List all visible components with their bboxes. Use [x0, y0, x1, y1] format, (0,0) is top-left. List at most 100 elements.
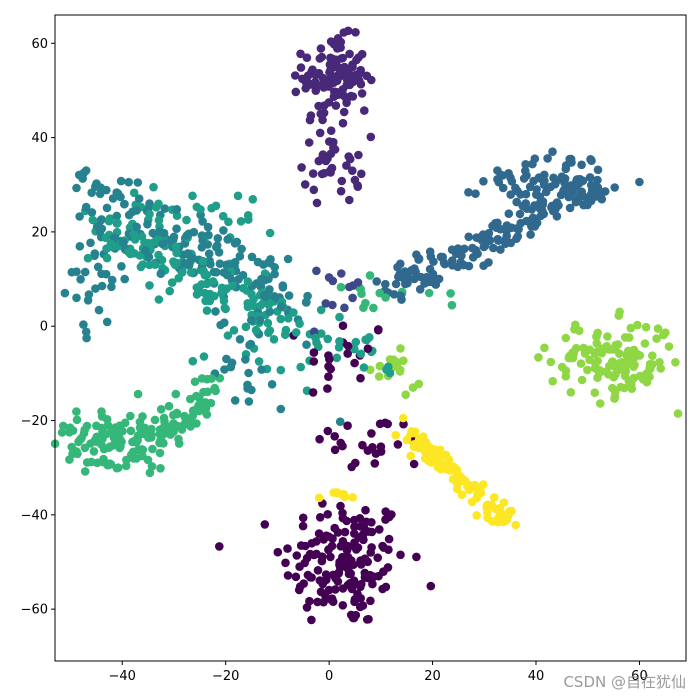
- scatter-point-class-1: [330, 57, 339, 67]
- scatter-point-class-0: [336, 438, 346, 448]
- scatter-point-class-4: [72, 183, 81, 193]
- scatter-point-class-5: [233, 191, 243, 201]
- scatter-point-class-0: [330, 432, 340, 441]
- scatter-point-class-4: [75, 242, 85, 251]
- scatter-point-class-4: [81, 202, 91, 212]
- scatter-point-class-0: [350, 358, 359, 368]
- scatter-point-class-0: [367, 575, 376, 584]
- scatter-point-class-8: [333, 488, 343, 498]
- scatter-point-class-0: [366, 596, 375, 606]
- scatter-point-class-0: [343, 349, 353, 358]
- scatter-point-class-3: [396, 291, 406, 301]
- scatter-point-class-7: [664, 342, 674, 351]
- scatter-point-class-7: [652, 334, 661, 343]
- scatter-point-class-4: [276, 302, 286, 311]
- scatter-point-class-6: [97, 407, 106, 416]
- scatter-point-class-1: [318, 150, 328, 159]
- scatter-point-class-5: [356, 349, 366, 359]
- scatter-point-class-5: [296, 362, 306, 372]
- scatter-point-class-1: [326, 168, 335, 177]
- scatter-point-class-5: [124, 247, 133, 257]
- scatter-point-class-3: [518, 201, 528, 211]
- scatter-point-class-1: [315, 54, 325, 63]
- scatter-point-class-4: [253, 257, 263, 267]
- scatter-point-class-3: [471, 189, 480, 198]
- scatter-point-class-4: [79, 320, 88, 329]
- scatter-point-class-6: [127, 450, 136, 460]
- scatter-point-class-2: [348, 281, 358, 290]
- scatter-point-class-0: [292, 551, 302, 560]
- scatter-point-class-0: [338, 601, 348, 610]
- scatter-point-class-4: [132, 222, 141, 232]
- scatter-point-class-3: [425, 247, 435, 256]
- scatter-point-class-5: [199, 352, 209, 361]
- scatter-point-class-0: [322, 575, 331, 585]
- scatter-point-class-1: [360, 106, 369, 115]
- scatter-point-class-5: [172, 211, 182, 220]
- scatter-point-class-5: [385, 368, 395, 378]
- scatter-point-class-4: [91, 182, 100, 191]
- scatter-point-class-0: [343, 580, 353, 590]
- scatter-point-class-4: [213, 234, 223, 243]
- scatter-point-class-3: [460, 244, 469, 254]
- scatter-point-class-7: [646, 364, 655, 374]
- scatter-point-class-1: [309, 68, 318, 77]
- scatter-point-class-4: [212, 242, 221, 252]
- y-tick-label: 40: [31, 131, 48, 146]
- scatter-point-class-0: [343, 341, 353, 351]
- scatter-point-class-0: [307, 615, 316, 625]
- scatter-point-class-0: [300, 558, 310, 568]
- scatter-point-class-7: [640, 339, 650, 348]
- scatter-point-class-1: [304, 138, 314, 147]
- scatter-point-class-0: [309, 550, 319, 560]
- scatter-point-class-6: [72, 447, 81, 456]
- scatter-point-class-4: [230, 396, 240, 405]
- scatter-point-class-5: [188, 191, 197, 201]
- scatter-point-class-5: [186, 268, 196, 277]
- scatter-point-class-6: [159, 423, 168, 432]
- scatter-point-class-4: [160, 204, 170, 213]
- scatter-point-class-3: [565, 154, 574, 164]
- scatter-point-class-6: [58, 421, 68, 431]
- scatter-point-class-0: [352, 545, 361, 554]
- scatter-point-class-8: [505, 507, 514, 516]
- scatter-point-class-5: [83, 253, 93, 263]
- scatter-point-class-0: [330, 445, 340, 455]
- scatter-point-class-6: [357, 289, 366, 299]
- scatter-point-class-5: [192, 283, 202, 292]
- scatter-point-class-1: [348, 166, 357, 175]
- scatter-point-class-1: [306, 111, 316, 120]
- scatter-point-class-1: [326, 126, 336, 135]
- scatter-point-class-3: [456, 258, 466, 267]
- scatter-point-class-0: [324, 545, 334, 554]
- scatter-point-class-0: [338, 321, 348, 331]
- scatter-point-class-1: [350, 175, 360, 185]
- scatter-point-class-6: [139, 429, 149, 439]
- scatter-point-class-8: [478, 480, 488, 489]
- scatter-point-class-5: [88, 215, 98, 225]
- scatter-point-class-1: [296, 49, 305, 59]
- scatter-point-class-4: [134, 194, 144, 203]
- scatter-point-class-7: [615, 349, 624, 359]
- scatter-point-class-1: [337, 176, 347, 186]
- scatter-point-class-4: [222, 260, 231, 270]
- scatter-point-class-4: [270, 263, 280, 272]
- scatter-point-class-3: [538, 206, 547, 216]
- scatter-point-class-4: [75, 212, 84, 221]
- scatter-point-class-3: [473, 249, 482, 259]
- scatter-point-class-6: [103, 460, 112, 470]
- scatter-point-class-7: [593, 373, 602, 383]
- scatter-point-class-6: [424, 288, 434, 298]
- scatter-point-class-7: [408, 383, 418, 392]
- scatter-point-class-2: [324, 273, 334, 282]
- scatter-point-class-3: [610, 183, 619, 192]
- scatter-point-class-5: [291, 328, 301, 337]
- scatter-point-class-0: [314, 529, 324, 538]
- scatter-point-class-5: [202, 306, 212, 315]
- scatter-point-class-1: [345, 195, 354, 205]
- scatter-point-class-4: [219, 268, 229, 277]
- scatter-point-class-5: [198, 256, 208, 266]
- scatter-point-class-0: [336, 501, 345, 511]
- scatter-point-class-6: [156, 435, 165, 445]
- scatter-point-class-8: [414, 435, 424, 445]
